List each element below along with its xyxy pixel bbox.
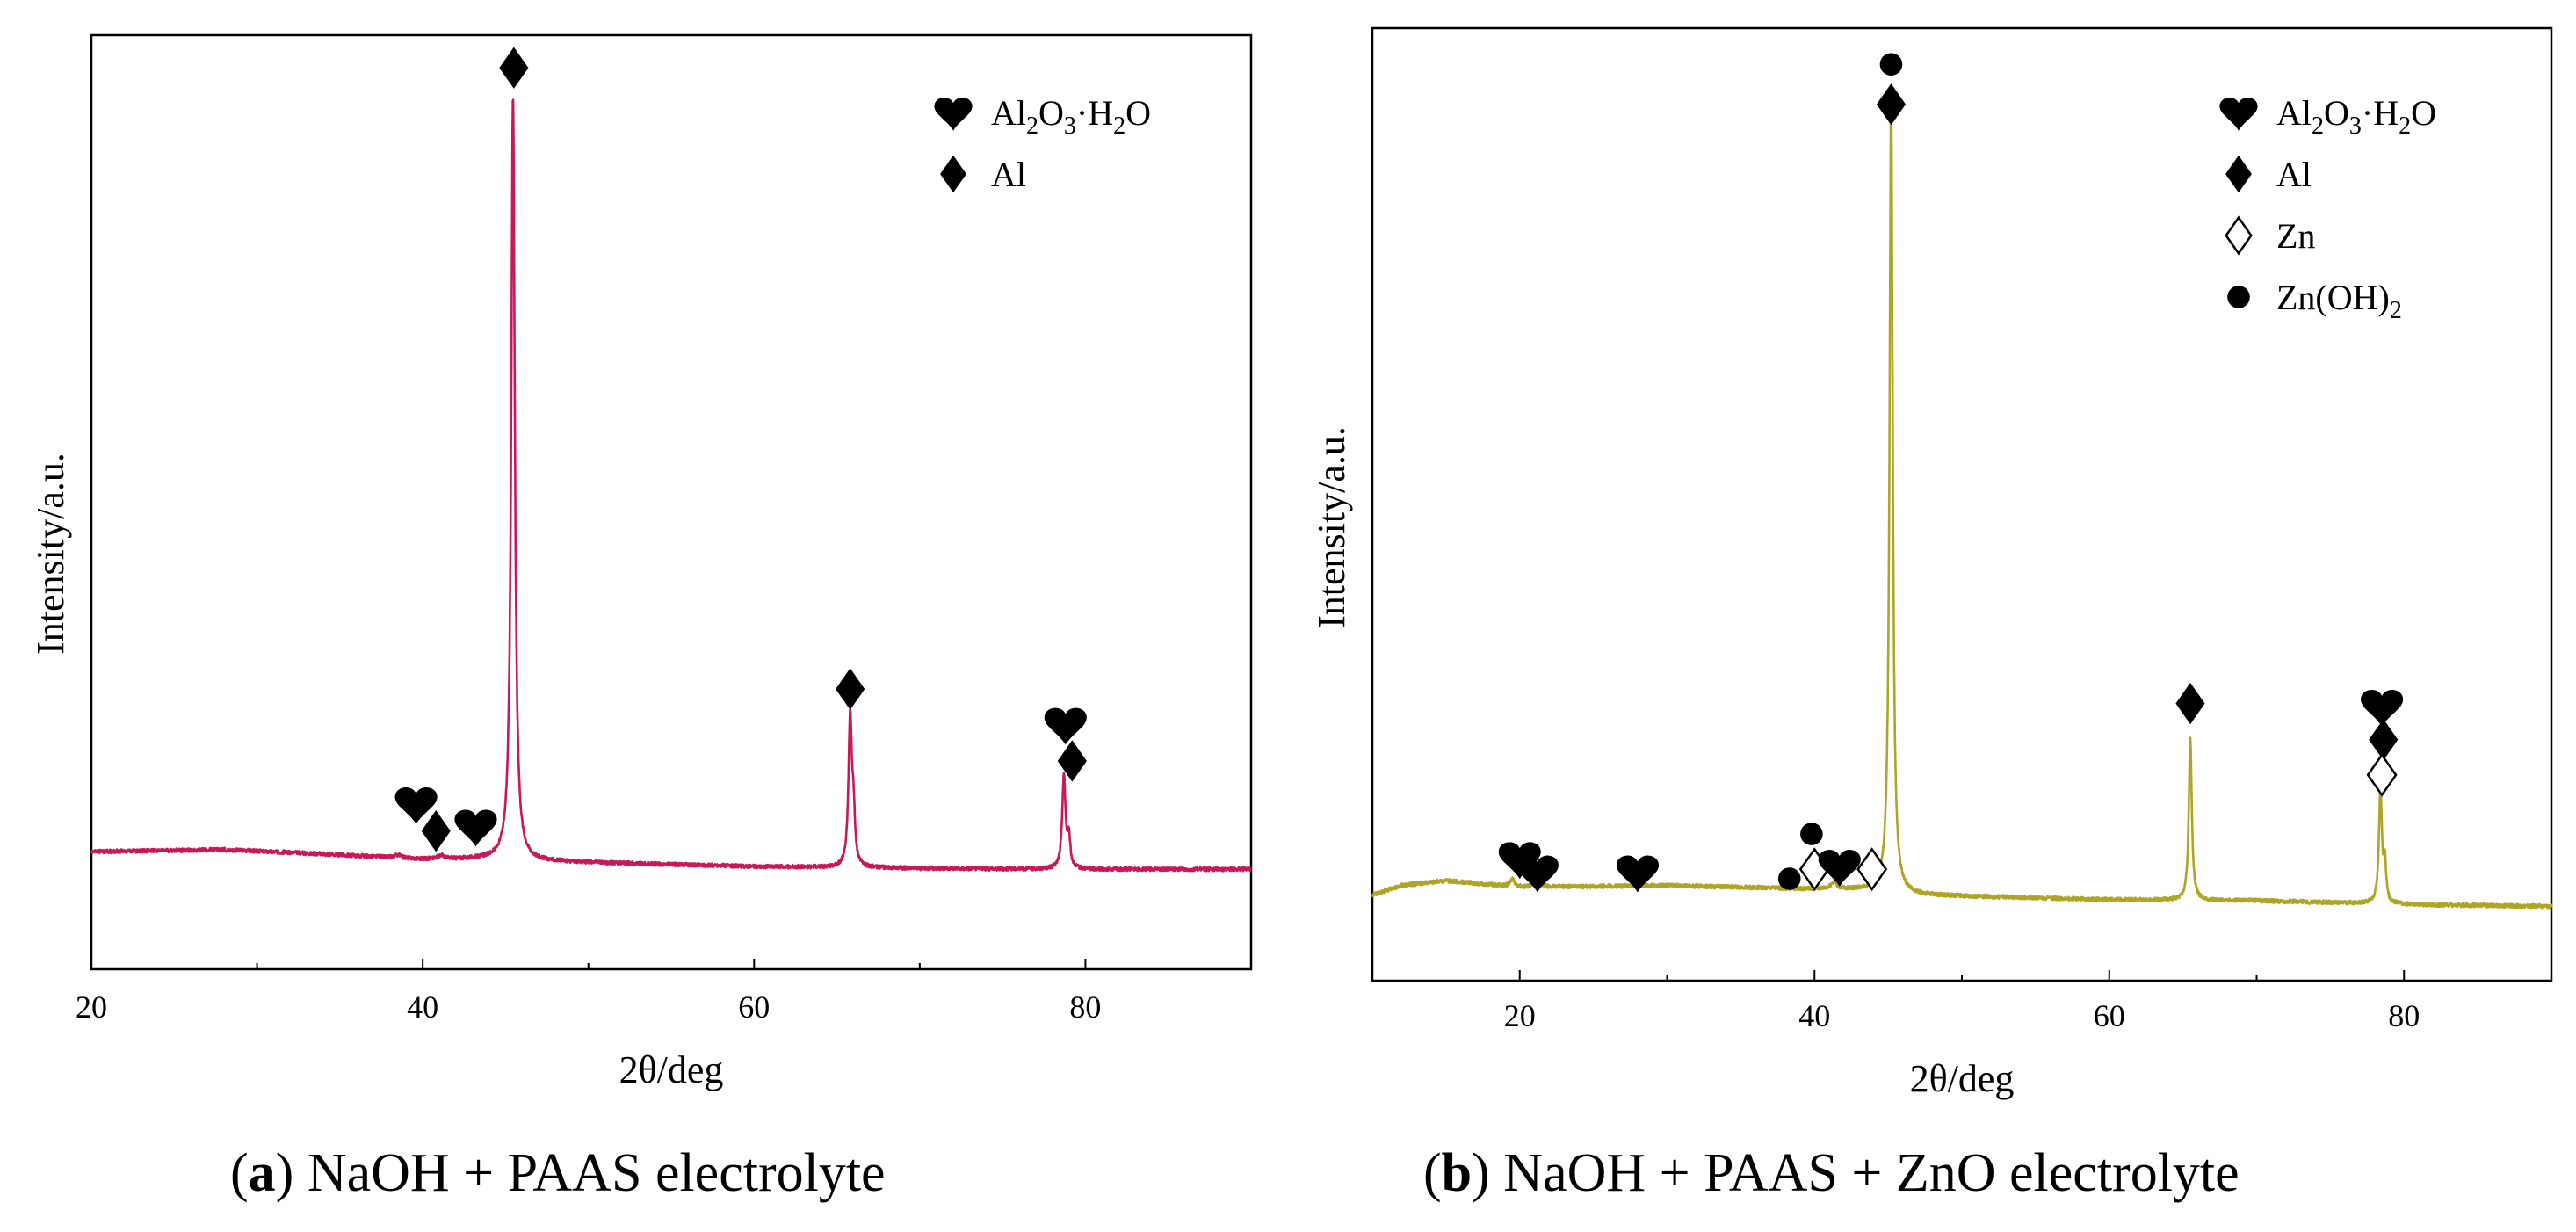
peak-marker-diamond — [499, 47, 529, 89]
peak-marker-circle — [1879, 53, 1903, 76]
legend-label: Zn(OH)2 — [2276, 278, 2402, 324]
caption-panel-b: (b) NaOH + PAAS + ZnO electrolyte — [1423, 1143, 2240, 1203]
legend-label: Al2O3·H2O — [991, 93, 1151, 140]
peak-marker-diamond-open — [1856, 847, 1888, 892]
peak-marker-diamond — [2369, 719, 2399, 761]
peak-marker-diamond — [2175, 682, 2205, 725]
chart-panel-a: 20 40 60 80 2θ/deg Intensity/a.u. Al2O3·H2O Al — [29, 33, 1253, 1091]
y-axis-title: Intensity/a.u. — [1310, 426, 1353, 628]
x-axis-title: 2θ/deg — [1910, 1057, 2015, 1100]
peak-marker-diamond — [1876, 83, 1907, 126]
legend-symbol-heart — [934, 98, 973, 131]
x-tick-label: 40 — [407, 989, 438, 1025]
caption-b-text: NaOH + PAAS + ZnO electrolyte — [1503, 1143, 2240, 1203]
x-tick-label: 80 — [2388, 998, 2420, 1033]
x-axis-title: 2θ/deg — [619, 1048, 724, 1091]
x-tick-label: 60 — [738, 989, 770, 1025]
legend-symbol-diamond-open — [2225, 215, 2253, 256]
caption-a-letter: a — [248, 1143, 276, 1203]
legend-label: Al2O3·H2O — [2276, 93, 2436, 140]
legend-symbol-circle — [2227, 286, 2250, 308]
legend-label: Zn — [2276, 216, 2315, 256]
xrd-series-line — [1371, 102, 2553, 910]
x-tick-label: 20 — [76, 989, 107, 1025]
peak-marker-diamond — [421, 810, 451, 852]
peak-marker-diamond-open — [2366, 752, 2398, 797]
y-axis-title: Intensity/a.u. — [29, 453, 72, 655]
caption-b-letter: b — [1441, 1143, 1473, 1203]
legend-label: Al — [991, 155, 1026, 194]
peak-marker-circle — [1777, 867, 1801, 890]
caption-a-text: NaOH + PAAS electrolyte — [307, 1143, 886, 1203]
peak-marker-heart — [454, 809, 497, 847]
peak-marker-heart — [2361, 689, 2404, 727]
chart-panel-b: 20 40 60 80 2θ/deg Intensity/a.u. Al2O3·H2O Al Z… — [1310, 26, 2553, 1100]
peak-marker-heart — [394, 787, 438, 824]
peak-marker-heart — [1516, 855, 1559, 893]
legend-symbol-diamond — [940, 155, 966, 193]
x-tick-label: 80 — [1069, 989, 1101, 1025]
legend-symbol-heart — [2219, 98, 2258, 131]
x-tick-label: 60 — [2094, 998, 2125, 1033]
plot-frame — [90, 33, 1253, 971]
caption-panel-a: (a) NaOH + PAAS electrolyte — [230, 1143, 886, 1203]
legend-symbol-diamond — [2225, 155, 2252, 193]
plot-frame — [1371, 26, 2553, 982]
peak-marker-heart — [1044, 707, 1087, 745]
peak-marker-diamond — [836, 668, 865, 710]
peak-marker-heart — [1818, 850, 1861, 887]
x-tick-label: 40 — [1798, 998, 1830, 1033]
peak-marker-heart — [1616, 855, 1660, 893]
peak-marker-circle — [1800, 823, 1823, 845]
xrd-series-line — [90, 98, 1252, 873]
peak-marker-diamond — [1057, 740, 1087, 782]
x-tick-label: 20 — [1504, 998, 1536, 1033]
legend-label: Al — [2276, 155, 2312, 194]
